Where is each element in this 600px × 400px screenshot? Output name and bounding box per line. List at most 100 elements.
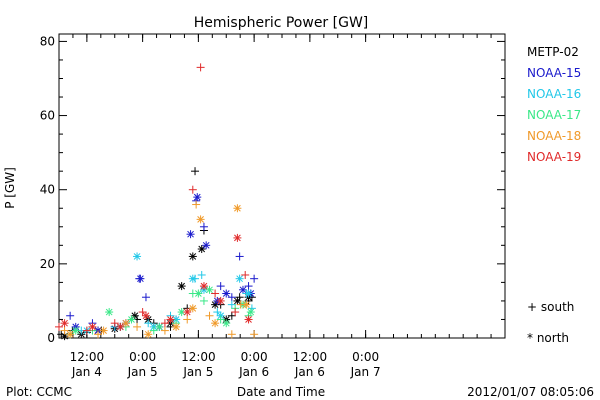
south-point (196, 63, 205, 72)
north-point (193, 193, 202, 202)
south-point (216, 282, 225, 291)
south-point (199, 296, 208, 305)
north-point (199, 282, 208, 291)
south-point (160, 319, 169, 328)
north-point (177, 282, 186, 291)
north-point (194, 289, 203, 298)
south-point (227, 300, 236, 309)
chart-title: Hemispheric Power [GW] (194, 15, 369, 31)
north-point (127, 315, 136, 324)
north-point (244, 289, 253, 298)
x-tick-date-label: Jan 4 (71, 365, 102, 379)
south-point (138, 308, 147, 317)
south-point (60, 326, 69, 335)
south-point (66, 311, 75, 320)
south-point (55, 322, 63, 331)
south-point (141, 293, 150, 302)
north-point (242, 300, 251, 309)
south-point (244, 282, 253, 291)
north-point (105, 308, 114, 317)
north-point (155, 322, 164, 331)
north-point (233, 204, 242, 213)
y-axis: 0 20 40 60 80 (40, 34, 505, 345)
legend-series-label: NOAA-16 (527, 87, 581, 101)
north-point (166, 315, 175, 324)
north-point (144, 330, 153, 339)
north-point (71, 326, 80, 335)
north-point (60, 319, 69, 328)
north-point (222, 289, 231, 298)
north-point (186, 230, 195, 239)
y-tick-label: 0 (47, 331, 55, 345)
south-point (144, 319, 153, 328)
north-point (233, 296, 242, 305)
x-tick-time-label: 0:00 (129, 350, 156, 364)
x-tick-time-label: 12:00 (181, 350, 216, 364)
south-point (235, 252, 244, 261)
north-point (216, 296, 225, 305)
north-point (205, 285, 214, 294)
south-point (241, 270, 250, 279)
north-point (222, 319, 231, 328)
south-point (110, 319, 119, 328)
south-point (191, 167, 200, 176)
south-point (94, 330, 103, 339)
x-tick-date-label: Jan 7 (350, 365, 381, 379)
y-tick-label: 40 (40, 183, 55, 197)
north-point (246, 308, 255, 317)
south-point (250, 274, 259, 283)
y-tick-label: 80 (40, 34, 55, 48)
north-point (121, 319, 130, 328)
x-tick-time-label: 12:00 (70, 350, 105, 364)
north-point (116, 322, 125, 331)
north-point (244, 315, 253, 324)
south-point (231, 308, 240, 317)
south-point (197, 270, 206, 279)
south-point (227, 330, 236, 339)
x-tick-date-label: Jan 6 (238, 365, 269, 379)
x-axis-label: Date and Time (237, 385, 325, 399)
plot-frame (58, 33, 506, 339)
north-point (88, 322, 97, 331)
north-point (196, 215, 205, 224)
north-point (141, 311, 150, 320)
south-point (183, 315, 192, 324)
north-point (188, 274, 197, 283)
legend-series-label: METP-02 (527, 45, 579, 59)
north-point (172, 322, 181, 331)
south-point (213, 308, 222, 317)
y-tick-label: 60 (40, 109, 55, 123)
north-point (197, 245, 206, 254)
north-point (66, 330, 75, 339)
south-point (227, 311, 236, 320)
north-point (133, 252, 142, 261)
south-point (211, 289, 220, 298)
south-point (57, 330, 66, 339)
legend: METP-02 NOAA-15 NOAA-16 NOAA-17 NOAA-18 NOAA-… (527, 45, 581, 345)
x-tick-time-label: 0:00 (352, 350, 379, 364)
x-tick-time-label: 0:00 (241, 350, 268, 364)
plot-timestamp: 2012/01/07 08:05:06 (467, 385, 594, 399)
legend-series-label: NOAA-17 (527, 108, 581, 122)
north-point (233, 233, 242, 242)
north-point (238, 285, 247, 294)
north-point (183, 308, 192, 317)
south-point (250, 330, 259, 339)
legend-series-label: NOAA-18 (527, 129, 581, 143)
south-point (216, 315, 225, 324)
x-tick-time-label: 12:00 (293, 350, 328, 364)
south-point (160, 326, 169, 335)
north-point (136, 274, 145, 283)
north-point (211, 319, 220, 328)
legend-symbol-north: * north (527, 331, 569, 345)
north-point (99, 326, 108, 335)
legend-series-label: NOAA-15 (527, 66, 581, 80)
x-tick-date-label: Jan 5 (182, 365, 213, 379)
south-point (205, 311, 214, 320)
legend-symbol-south: + south (527, 300, 574, 314)
south-point (227, 293, 236, 302)
x-tick-date-label: Jan 6 (294, 365, 325, 379)
plot-credit: Plot: CCMC (6, 385, 72, 399)
